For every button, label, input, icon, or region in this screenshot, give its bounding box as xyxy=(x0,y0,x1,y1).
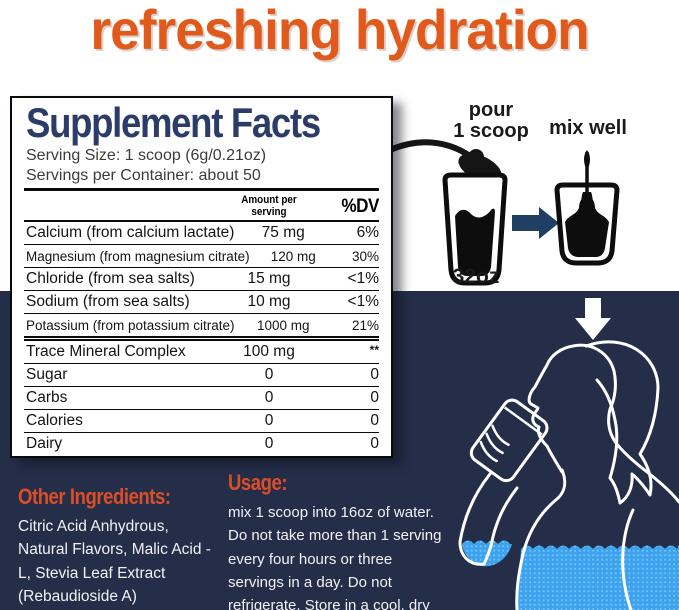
table-row: Calcium (from calcium lactate) 75 mg 6% xyxy=(26,224,379,242)
amount-column-header: Amount per serving xyxy=(241,194,297,218)
serving-size: Serving Size: 1 scoop (6g/0.21oz) xyxy=(26,146,267,164)
pour-scoop-label: pour 1 scoop xyxy=(453,99,529,142)
other-ingredients-text: Citric Acid Anhydrous, Natural Flavors, … xyxy=(18,518,211,605)
usage-heading: Usage: xyxy=(228,470,288,495)
table-header: Amount per serving %DV xyxy=(24,191,379,223)
supplement-facts-heading: Supplement Facts xyxy=(26,99,321,146)
hydrating-woman-illustration xyxy=(458,298,679,610)
other-ingredients-section: Other Ingredients: Citric Acid Anhydrous… xyxy=(18,484,223,608)
usage-text: mix 1 scoop into 16oz of water. Do not t… xyxy=(228,504,442,610)
other-ingredients-heading: Other Ingredients: xyxy=(18,484,171,509)
table-row: Carbs 0 0 xyxy=(24,386,379,409)
table-row: Magnesium (from magnesium citrate) 120 m… xyxy=(24,244,379,267)
table-row: Dairy 0 0 xyxy=(24,432,379,455)
mix-glass-spoon-icon xyxy=(554,150,620,266)
table-row: Potassium (from potassium citrate) 1000 … xyxy=(24,313,379,336)
down-arrow-icon xyxy=(575,298,611,340)
supplement-facts-panel: Supplement Facts Serving Size: 1 scoop (… xyxy=(10,96,393,458)
table-row: Sugar 0 0 xyxy=(24,363,379,386)
table-row: Trace Mineral Complex 100 mg ** xyxy=(24,336,379,363)
table-row: Calories 0 0 xyxy=(24,409,379,432)
divider xyxy=(24,188,379,192)
table-row: Sodium (from sea salts) 10 mg <1% xyxy=(24,290,379,313)
page-title: refreshing hydration xyxy=(90,0,589,61)
servings-per-container: Servings per Container: about 50 xyxy=(26,167,261,185)
usage-section: Usage: mix 1 scoop into 16oz of water. D… xyxy=(228,470,450,610)
glass-32oz-icon xyxy=(442,172,508,286)
glass-size-label: 32oz xyxy=(452,265,500,288)
mix-well-label: mix well xyxy=(549,117,627,139)
dv-column-header: %DV xyxy=(341,196,379,218)
table-row: Chloride (from sea salts) 15 mg <1% xyxy=(24,267,379,290)
right-arrow-icon xyxy=(512,207,559,239)
